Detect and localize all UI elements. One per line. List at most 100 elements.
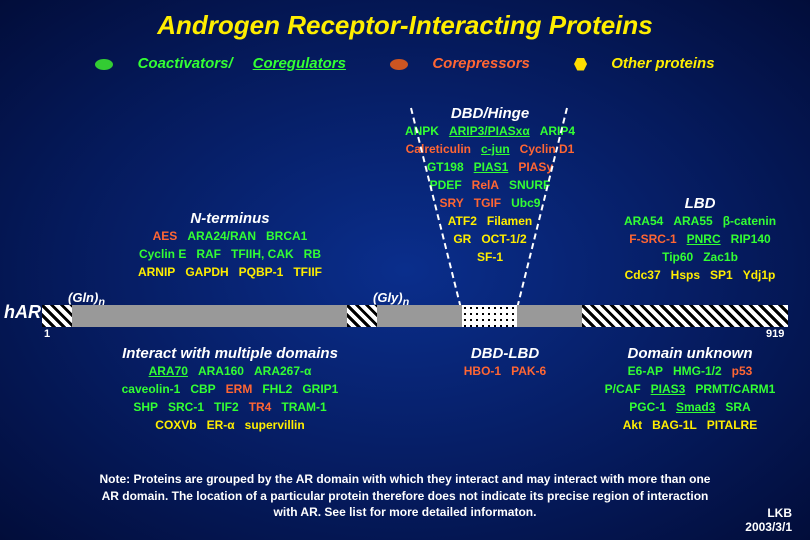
section-dbdlbd: DBD-LBD HBO-1 PAK-6 <box>435 345 575 380</box>
protein-item: c-jun <box>481 142 510 156</box>
protein-item: Cyclin E <box>139 247 186 261</box>
protein-item: Zac1b <box>703 250 738 264</box>
protein-item: OCT-1/2 <box>481 232 526 246</box>
protein-item: PIAS3 <box>651 382 686 396</box>
protein-item: ER-α <box>207 418 235 432</box>
protein-item: RAF <box>196 247 221 261</box>
swatch-other-icon <box>574 58 587 71</box>
protein-item: P/CAF <box>605 382 641 396</box>
protein-item: PIASy <box>518 160 553 174</box>
legend-other: Other proteins <box>564 55 725 72</box>
protein-item: caveolin-1 <box>122 382 181 396</box>
swatch-corepressor-icon <box>390 59 408 70</box>
protein-item: Tip60 <box>662 250 693 264</box>
protein-item: ARA55 <box>673 214 712 228</box>
list-dbdhinge: ANPK ARIP3/PIASxα ARIP4 Calreticulin c-jun Cy… <box>380 122 600 266</box>
protein-item: PAK-6 <box>511 364 546 378</box>
protein-item: SHP <box>133 400 158 414</box>
swatch-coactivator-icon <box>95 59 113 70</box>
list-unknown: E6-AP HMG-1/2 p53 P/CAF PIAS3 PRMT/CARM1 PGC-1… <box>585 362 795 434</box>
protein-item: COXVb <box>155 418 196 432</box>
section-lbd: LBD ARA54ARA55β-cateninF-SRC-1PNRCRIP140… <box>595 195 805 284</box>
protein-item: Cdc37 <box>625 268 661 282</box>
protein-item: TFIIH, CAK <box>231 247 294 261</box>
protein-item: GT198 <box>427 160 464 174</box>
protein-item: PNRC <box>687 232 721 246</box>
protein-item: Calreticulin <box>406 142 471 156</box>
protein-item: ERM <box>226 382 253 396</box>
protein-item: SP1 <box>710 268 733 282</box>
footnote: Note: Proteins are grouped by the AR dom… <box>90 471 720 520</box>
section-unknown: Domain unknown E6-AP HMG-1/2 p53 P/CAF PIAS3… <box>585 345 795 434</box>
protein-item: HBO-1 <box>464 364 501 378</box>
signature: LKB2003/3/1 <box>745 506 792 534</box>
domain-bar <box>42 305 788 327</box>
protein-item: AES <box>153 229 178 243</box>
protein-item: SNURF <box>509 178 550 192</box>
protein-item: TFIIF <box>293 265 322 279</box>
legend-corepressors: Corepressors <box>380 55 544 72</box>
protein-item: SRY <box>440 196 464 210</box>
protein-item: RIP140 <box>731 232 771 246</box>
protein-item: ARA24/RAN <box>187 229 256 243</box>
protein-item: Smad3 <box>676 400 715 414</box>
bar-segment <box>42 305 72 327</box>
protein-item: ARIP3/PIASxα <box>449 124 530 138</box>
protein-item: Filamen <box>487 214 532 228</box>
protein-item: SRC-1 <box>168 400 204 414</box>
protein-item: p53 <box>732 364 753 378</box>
protein-item: RB <box>304 247 321 261</box>
protein-item: ARA70 <box>149 364 188 378</box>
protein-item: ARA267-α <box>254 364 311 378</box>
legend: Coactivators/Coregulators Corepressors O… <box>0 55 810 72</box>
protein-item: PIAS1 <box>474 160 509 174</box>
protein-item: ARIP4 <box>540 124 575 138</box>
protein-item: HMG-1/2 <box>673 364 722 378</box>
list-multiple: ARA70 ARA160 ARA267-α caveolin-1 CBP ERM FHL2 G… <box>80 362 380 434</box>
header-nterminus: N-terminus <box>90 210 370 227</box>
protein-item: F-SRC-1 <box>629 232 676 246</box>
protein-item: ARNIP <box>138 265 175 279</box>
bar-segment <box>582 305 788 327</box>
protein-item: FHL2 <box>262 382 292 396</box>
section-multiple: Interact with multiple domains ARA70 ARA1… <box>80 345 380 434</box>
protein-item: ARA54 <box>624 214 663 228</box>
protein-item: ANPK <box>405 124 439 138</box>
protein-item: TRAM-1 <box>281 400 326 414</box>
section-nterminus: N-terminus AES ARA24/RAN BRCA1 Cyclin E RAF T… <box>90 210 370 281</box>
protein-item: PRMT/CARM1 <box>695 382 775 396</box>
header-dbdlbd: DBD-LBD <box>435 345 575 362</box>
header-multiple: Interact with multiple domains <box>80 345 380 362</box>
har-label: hAR <box>4 302 41 323</box>
protein-item: Akt <box>623 418 642 432</box>
page-title: Androgen Receptor-Interacting Proteins <box>0 0 810 41</box>
protein-item: β-catenin <box>723 214 776 228</box>
protein-item: E6-AP <box>628 364 663 378</box>
bar-segment <box>347 305 377 327</box>
protein-item: PQBP-1 <box>239 265 284 279</box>
protein-item: Hsps <box>671 268 700 282</box>
protein-item: GAPDH <box>185 265 228 279</box>
protein-item: TR4 <box>249 400 272 414</box>
protein-item: Ydj1p <box>743 268 776 282</box>
protein-item: TGIF <box>474 196 501 210</box>
protein-item: ATF2 <box>448 214 477 228</box>
list-nterminus: AES ARA24/RAN BRCA1 Cyclin E RAF TFIIH, CAK RB… <box>90 227 370 281</box>
protein-item: ARA160 <box>198 364 244 378</box>
protein-item: CBP <box>190 382 215 396</box>
protein-item: SRA <box>725 400 750 414</box>
protein-item: GR <box>453 232 471 246</box>
header-unknown: Domain unknown <box>585 345 795 362</box>
protein-item: GRIP1 <box>302 382 338 396</box>
protein-item: PITALRE <box>707 418 757 432</box>
pos-start: 1 <box>44 328 50 340</box>
legend-coactivators: Coactivators/Coregulators <box>85 55 360 72</box>
protein-item: Ubc9 <box>511 196 540 210</box>
bar-segment <box>462 305 517 327</box>
protein-item: SF-1 <box>477 250 503 264</box>
protein-item: Cyclin D1 <box>520 142 575 156</box>
list-lbd: ARA54 ARA55 β-catenin F-SRC-1 PNRC RIP140 Tip6… <box>595 212 805 284</box>
protein-item: BRCA1 <box>266 229 307 243</box>
list-dbdlbd: HBO-1 PAK-6 <box>435 362 575 380</box>
protein-item: PGC-1 <box>629 400 666 414</box>
